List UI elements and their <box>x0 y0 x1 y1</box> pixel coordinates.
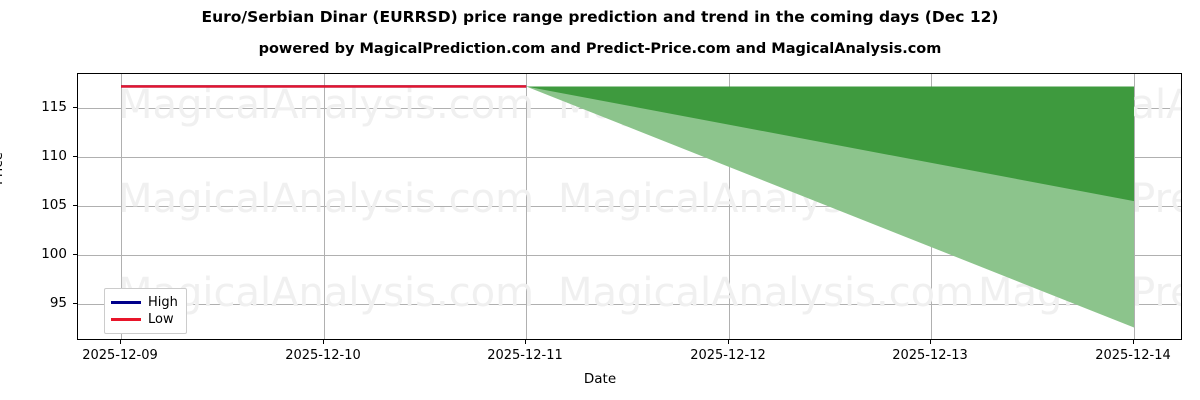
data-layer <box>78 74 1181 339</box>
gridline-vertical <box>324 74 325 339</box>
y-tick-mark <box>73 205 77 207</box>
y-tick-label: 105 <box>41 197 67 213</box>
x-tick-mark <box>930 340 932 344</box>
legend-item-high[interactable]: High <box>111 294 178 311</box>
chart-legend: High Low <box>104 288 187 334</box>
x-tick-mark <box>525 340 527 344</box>
gridline-vertical <box>1134 74 1135 339</box>
y-tick-label: 100 <box>41 246 67 262</box>
legend-label-high: High <box>148 295 178 310</box>
y-tick-mark <box>73 156 77 158</box>
gridline-vertical <box>526 74 527 339</box>
x-tick-label: 2025-12-10 <box>285 348 361 363</box>
y-axis-label: Price <box>0 152 6 185</box>
x-tick-mark <box>1133 340 1135 344</box>
x-tick-label: 2025-12-12 <box>690 348 766 363</box>
x-tick-label: 2025-12-09 <box>82 348 158 363</box>
gridline-vertical <box>729 74 730 339</box>
x-tick-mark <box>323 340 325 344</box>
y-tick-mark <box>73 303 77 305</box>
legend-item-low[interactable]: Low <box>111 311 178 328</box>
y-tick-label: 115 <box>41 99 67 115</box>
gridline-horizontal <box>78 206 1181 207</box>
y-tick-mark <box>73 254 77 256</box>
plot-area: MagicalAnalysis.comMagicalPrediction.com… <box>77 73 1182 340</box>
x-axis-label: Date <box>583 371 617 387</box>
chart-subtitle: powered by MagicalPrediction.com and Pre… <box>258 41 942 57</box>
legend-label-low: Low <box>148 312 174 327</box>
gridline-horizontal <box>78 157 1181 158</box>
y-tick-label: 110 <box>41 148 67 164</box>
series-svg <box>121 85 1134 328</box>
x-tick-mark <box>120 340 122 344</box>
legend-swatch-low <box>111 318 141 321</box>
y-tick-mark <box>73 107 77 109</box>
gridline-vertical <box>121 74 122 339</box>
gridline-horizontal <box>78 304 1181 305</box>
legend-swatch-high <box>111 301 141 304</box>
inner-forecast-band <box>526 86 1134 202</box>
x-tick-label: 2025-12-11 <box>487 348 563 363</box>
chart-title: Euro/Serbian Dinar (EURRSD) price range … <box>201 8 999 26</box>
x-tick-label: 2025-12-13 <box>892 348 968 363</box>
gridline-horizontal <box>78 255 1181 256</box>
y-tick-label: 95 <box>49 295 67 311</box>
x-tick-label: 2025-12-14 <box>1095 348 1171 363</box>
x-tick-mark <box>728 340 730 344</box>
